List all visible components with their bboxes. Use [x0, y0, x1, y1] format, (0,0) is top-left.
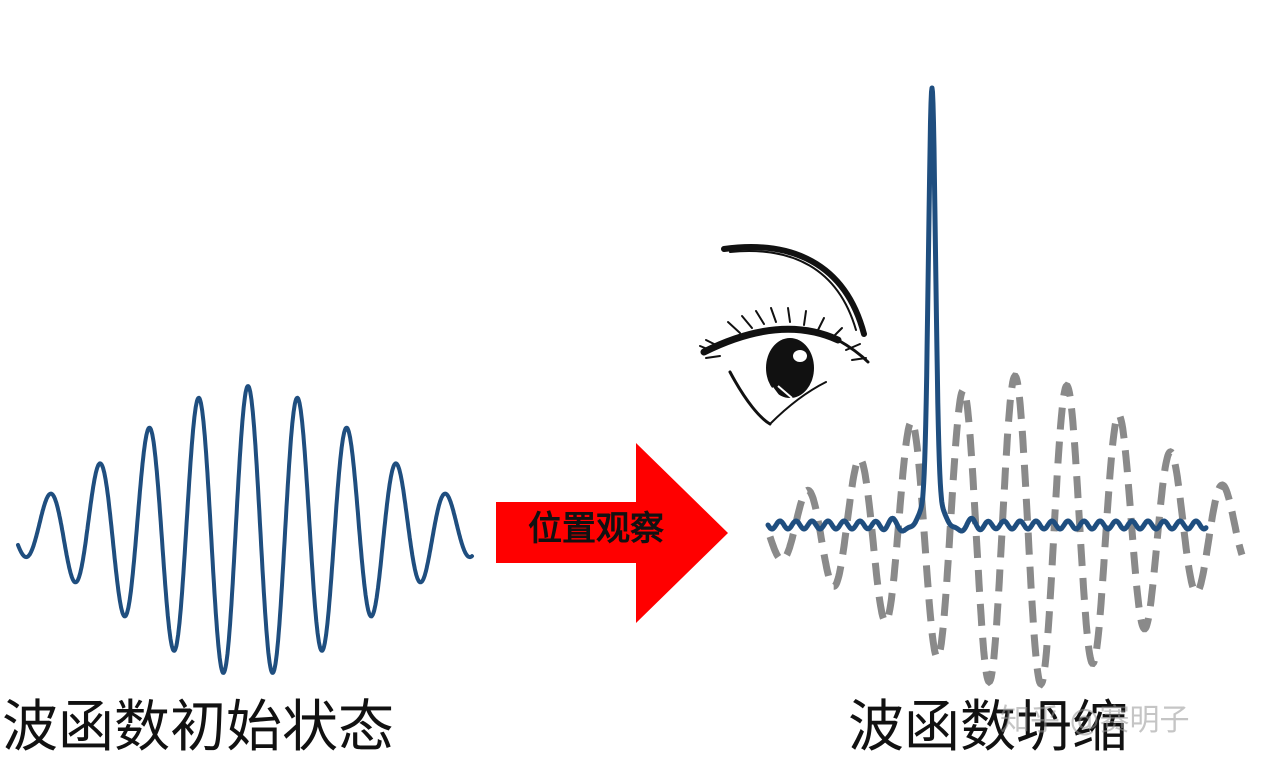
eye-pupil: [766, 338, 814, 405]
watermark: 知乎 @赛明子: [1000, 703, 1190, 738]
collapse-caption: 波函数坍缩: [848, 695, 1128, 760]
observation-arrow: [496, 443, 728, 623]
eye-icon: [699, 244, 870, 426]
arrow-label: 位置观察: [528, 509, 664, 549]
initial-state-caption: 波函数初始状态: [2, 695, 394, 760]
original-wave-dashed: [766, 372, 1246, 689]
collapsed-wave-spike: [765, 85, 1209, 534]
initial-wave-packet: [16, 384, 474, 675]
